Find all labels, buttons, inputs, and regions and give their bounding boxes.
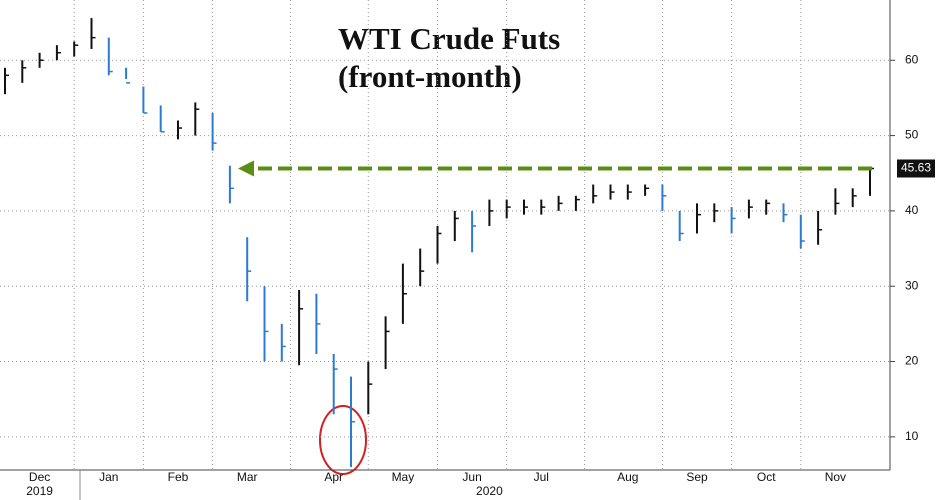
x-tick-label: Apr xyxy=(324,470,343,484)
highlight-circle xyxy=(319,405,367,475)
x-tick-label: May xyxy=(392,470,415,484)
y-tick-label: 40 xyxy=(905,203,919,217)
y-tick-label: 30 xyxy=(905,278,919,292)
x-tick-label: Jan xyxy=(99,470,118,484)
year-label: 2019 xyxy=(26,484,53,498)
x-tick-label: Feb xyxy=(168,470,189,484)
arrow-head xyxy=(238,160,254,177)
y-tick-label: 60 xyxy=(905,52,919,66)
y-tick-label: 10 xyxy=(905,429,919,443)
x-tick-label: Mar xyxy=(237,470,258,484)
bars xyxy=(4,18,874,467)
x-tick-label: Dec xyxy=(29,470,50,484)
x-tick-label: Jun xyxy=(462,470,481,484)
y-tick-label: 20 xyxy=(905,354,919,368)
y-tick-label: 50 xyxy=(905,128,919,142)
chart-title: WTI Crude Futs xyxy=(338,21,560,56)
x-tick-label: Oct xyxy=(757,470,776,484)
x-tick-label: Sep xyxy=(686,470,708,484)
chart-subtitle: (front-month) xyxy=(338,59,522,94)
year-label: 2020 xyxy=(476,484,503,498)
last-value-box xyxy=(897,159,935,178)
x-tick-label: Nov xyxy=(825,470,846,484)
x-tick-label: Aug xyxy=(617,470,638,484)
x-tick-label: Jul xyxy=(534,470,549,484)
last-value-label: 45.63 xyxy=(901,161,931,175)
